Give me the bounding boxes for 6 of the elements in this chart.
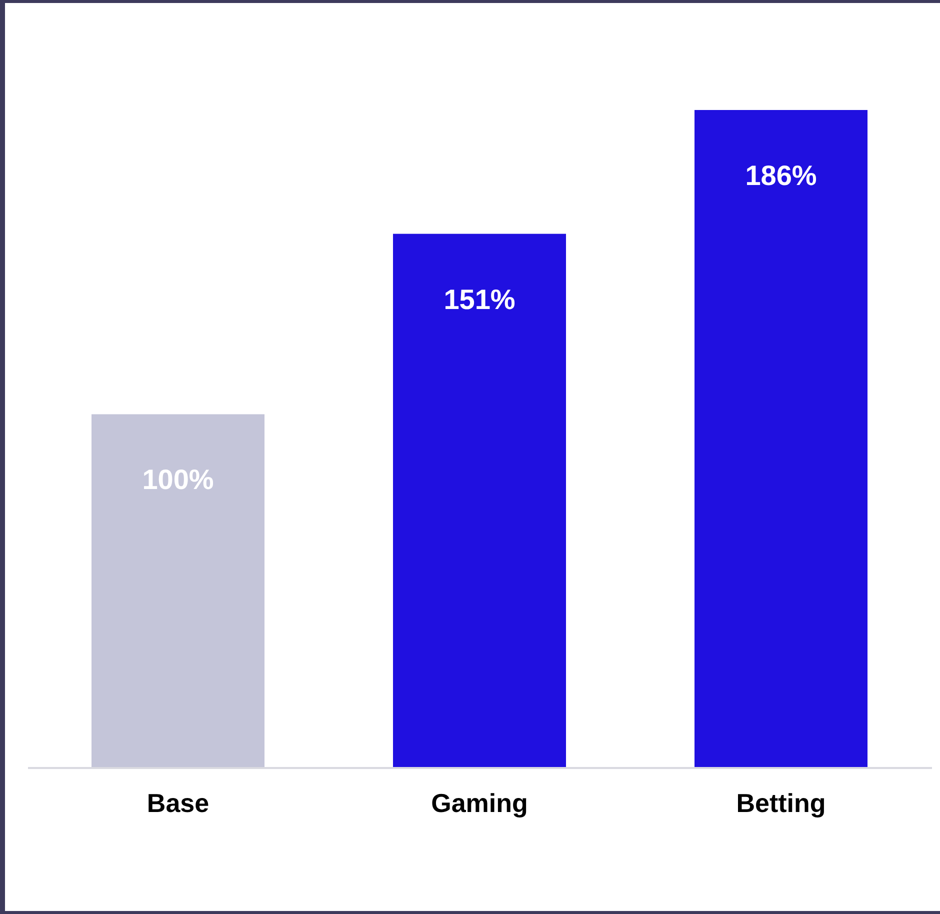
data-label: 186% [745,160,817,191]
data-label: 100% [142,464,214,496]
x-tick-label: Base [146,788,210,818]
x-tick-label: Gaming [431,788,528,818]
x-tick-label: Betting [736,788,826,818]
data-label: 151% [444,284,516,315]
